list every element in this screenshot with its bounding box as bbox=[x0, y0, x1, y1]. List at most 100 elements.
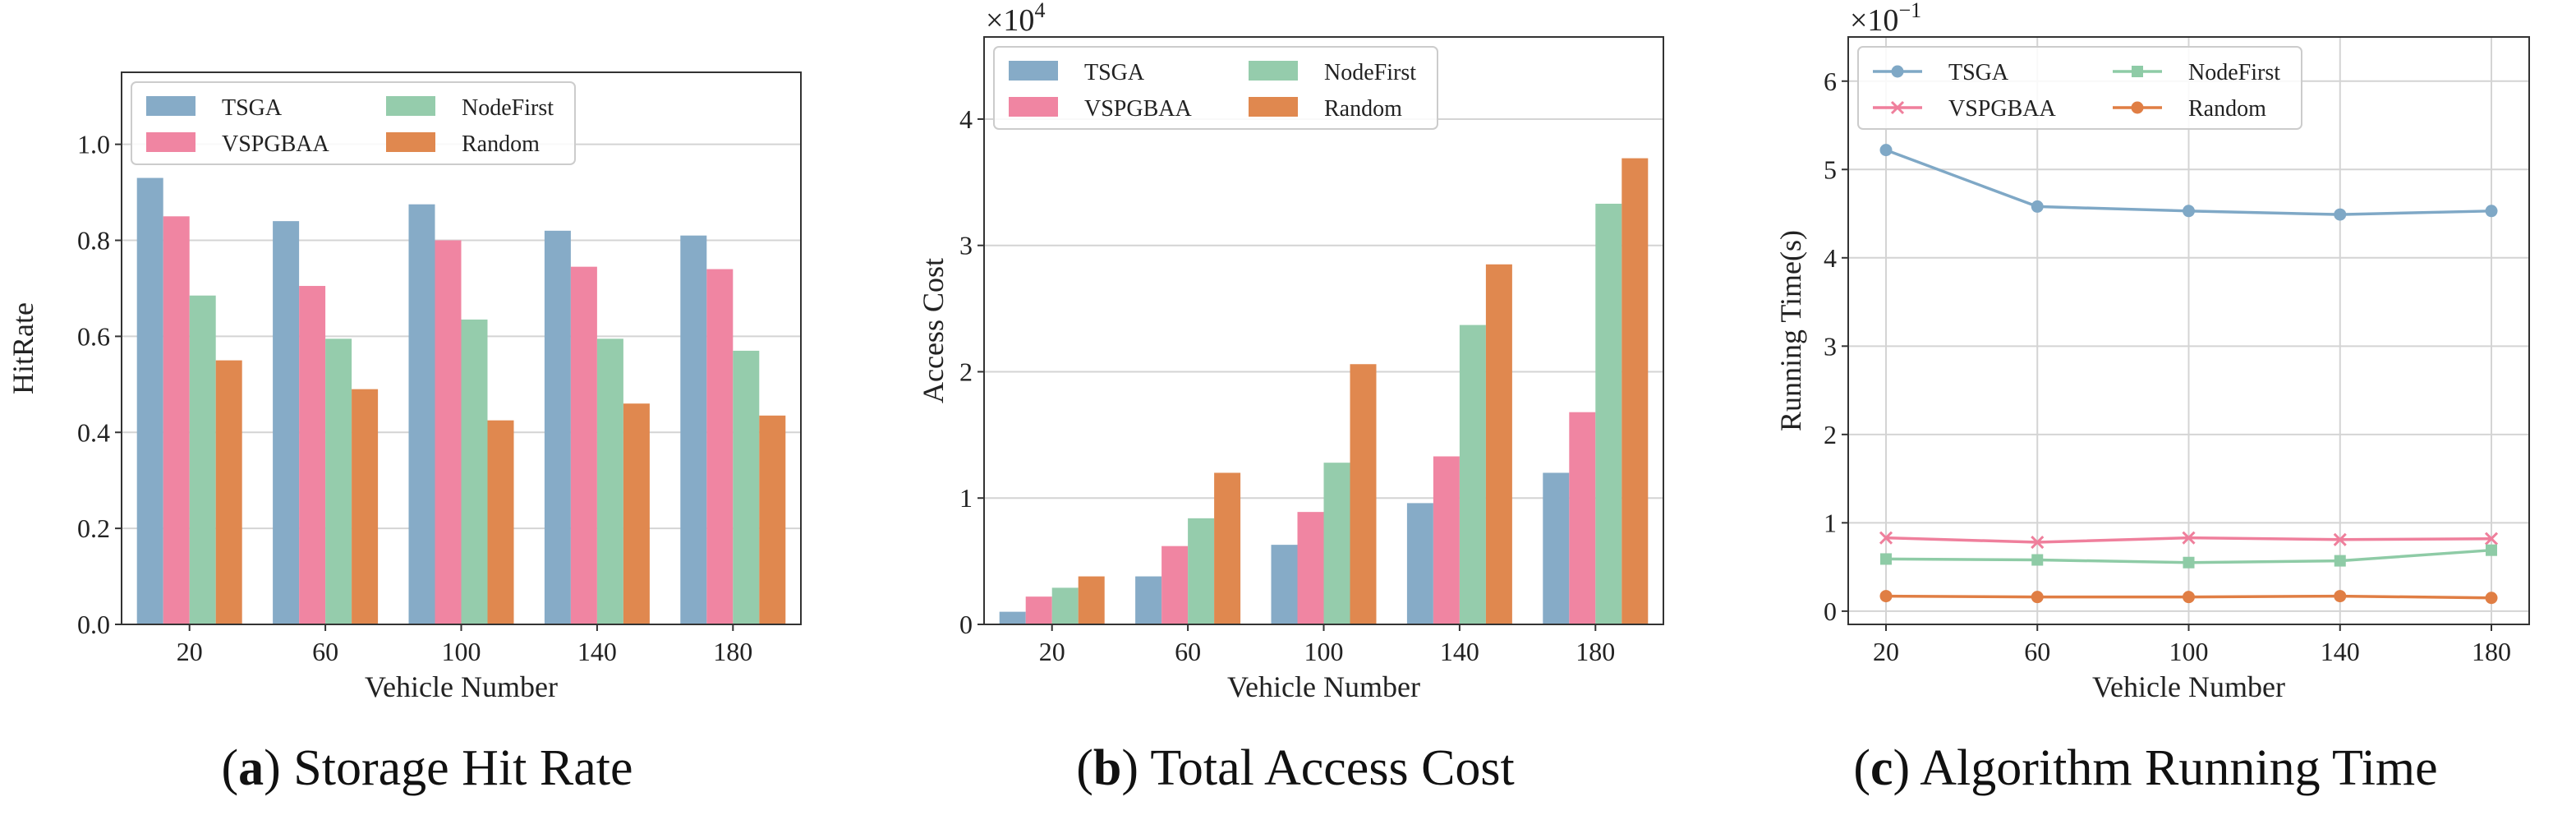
legend-label: Random bbox=[2188, 96, 2266, 122]
x-tick-label: 100 bbox=[442, 637, 481, 666]
x-tick-label: 180 bbox=[2472, 637, 2511, 666]
point-tsga-180 bbox=[2485, 205, 2498, 218]
legend-swatch bbox=[386, 96, 435, 116]
chart-3: 0 1 2 3 4 5 6 20 60 100 140 180 Vehicle Number Runnin… bbox=[1774, 0, 2530, 703]
legend-label: VSPGBAA bbox=[222, 131, 329, 157]
bar-vspgbaa-20 bbox=[1025, 596, 1052, 624]
point-nodefirst-60 bbox=[2031, 554, 2044, 566]
legend-swatch bbox=[146, 96, 196, 116]
bar-vspgbaa-60 bbox=[1162, 546, 1189, 624]
bar-nodefirst-60 bbox=[1188, 518, 1215, 624]
x-axis-label: Vehicle Number bbox=[365, 670, 558, 703]
bar-random-180 bbox=[759, 415, 786, 624]
bar-nodefirst-140 bbox=[1459, 325, 1486, 624]
legend-box bbox=[993, 46, 1438, 130]
bar-tsga-60 bbox=[1135, 576, 1162, 624]
bar-tsga-20 bbox=[136, 177, 163, 624]
point-random-100 bbox=[2183, 591, 2195, 604]
bar-tsga-100 bbox=[408, 204, 435, 624]
y-axis-label: HitRate bbox=[7, 302, 39, 394]
x-tick-label: 60 bbox=[1175, 637, 1201, 666]
plot-frame bbox=[121, 71, 802, 625]
legend-item-tsga: TSGA bbox=[1873, 60, 2009, 85]
legend-swatch bbox=[1249, 61, 1298, 81]
legend-swatch bbox=[1009, 61, 1058, 81]
point-vspgbaa-140 bbox=[2333, 532, 2347, 546]
legend-label: TSGA bbox=[1084, 60, 1145, 85]
bar-nodefirst-140 bbox=[596, 338, 623, 624]
legend: TSGA VSPGBAA NodeFirst Random bbox=[1857, 46, 2302, 130]
y-tick-label: 0.2 bbox=[77, 513, 110, 543]
x-axis-label: Vehicle Number bbox=[2092, 670, 2285, 703]
legend-item-nodefirst: NodeFirst bbox=[386, 95, 554, 121]
point-random-180 bbox=[2485, 592, 2498, 605]
bar-random-100 bbox=[487, 420, 514, 624]
legend-swatch bbox=[146, 132, 196, 152]
y-tick-label: 5 bbox=[1824, 154, 1837, 184]
x-tick-label: 60 bbox=[2024, 637, 2050, 666]
y-tick-label: 3 bbox=[1824, 331, 1837, 361]
legend-item-vspgbaa: VSPGBAA bbox=[1873, 96, 2056, 122]
point-nodefirst-140 bbox=[2334, 555, 2346, 567]
x-tick-label: 140 bbox=[577, 637, 617, 666]
point-tsga-100 bbox=[2183, 205, 2195, 218]
legend-swatch bbox=[386, 132, 435, 152]
point-vspgbaa-100 bbox=[2182, 531, 2196, 545]
y-axis-label: Access Cost bbox=[917, 258, 950, 403]
bar-nodefirst-20 bbox=[1051, 587, 1079, 624]
point-vspgbaa-180 bbox=[2484, 532, 2499, 546]
legend-swatch bbox=[1009, 97, 1058, 117]
legend: TSGA VSPGBAA NodeFirst Random bbox=[131, 81, 576, 165]
point-vspgbaa-20 bbox=[1879, 531, 1893, 545]
bar-nodefirst-180 bbox=[1595, 203, 1622, 624]
x-tick-label: 140 bbox=[1440, 637, 1479, 666]
bar-tsga-180 bbox=[1543, 472, 1570, 624]
point-nodefirst-100 bbox=[2183, 556, 2195, 569]
y-tick-label: 2 bbox=[1824, 420, 1837, 449]
plot-frame bbox=[983, 36, 1664, 625]
y-tick-label: 4 bbox=[959, 104, 973, 134]
legend-label: VSPGBAA bbox=[1948, 96, 2056, 122]
caption-c: (c) Algorithm Running Time bbox=[1853, 740, 2438, 796]
bar-random-180 bbox=[1622, 158, 1649, 624]
bar-vspgbaa-180 bbox=[706, 269, 734, 624]
bar-tsga-180 bbox=[680, 235, 707, 624]
y-tick-label: 1 bbox=[959, 483, 973, 513]
legend-label: NodeFirst bbox=[1324, 60, 1416, 85]
y-tick-label: 0.6 bbox=[77, 321, 110, 351]
bar-vspgbaa-180 bbox=[1569, 412, 1596, 624]
legend-item-nodefirst: NodeFirst bbox=[2113, 60, 2280, 85]
bar-random-140 bbox=[1485, 264, 1512, 624]
x-tick-label: 60 bbox=[312, 637, 338, 666]
point-vspgbaa-60 bbox=[2031, 535, 2045, 550]
y-tick-label: 3 bbox=[959, 231, 973, 260]
y-tick-label: 0.8 bbox=[77, 226, 110, 256]
bar-tsga-140 bbox=[1406, 503, 1433, 624]
axis-multiplier: ×10−1 bbox=[1850, 0, 1921, 38]
bar-nodefirst-100 bbox=[1323, 463, 1350, 624]
bar-random-100 bbox=[1350, 364, 1377, 624]
bar-random-60 bbox=[1214, 472, 1241, 624]
y-tick-label: 0 bbox=[959, 610, 973, 639]
y-tick-label: 0.0 bbox=[77, 610, 110, 639]
bar-random-20 bbox=[1078, 576, 1105, 624]
point-nodefirst-20 bbox=[1880, 553, 1892, 565]
x-axis-label: Vehicle Number bbox=[1227, 670, 1420, 703]
bar-nodefirst-60 bbox=[325, 338, 352, 624]
x-tick-label: 140 bbox=[2321, 637, 2360, 666]
point-nodefirst-180 bbox=[2486, 544, 2497, 556]
y-tick-label: 6 bbox=[1824, 67, 1837, 96]
legend-label: TSGA bbox=[222, 95, 283, 121]
y-axis-label: Running Time(s) bbox=[1774, 230, 1807, 431]
x-tick-label: 20 bbox=[1873, 637, 1899, 666]
bar-vspgbaa-140 bbox=[570, 266, 597, 624]
bar-vspgbaa-100 bbox=[1297, 512, 1324, 624]
bar-tsga-60 bbox=[273, 221, 300, 624]
axis-multiplier: ×104 bbox=[986, 0, 1045, 38]
legend-label: VSPGBAA bbox=[1084, 96, 1192, 122]
legend-swatch bbox=[1249, 97, 1298, 117]
point-tsga-140 bbox=[2334, 208, 2347, 221]
bar-nodefirst-180 bbox=[733, 350, 760, 624]
y-tick-label: 0 bbox=[1824, 596, 1837, 626]
bar-nodefirst-100 bbox=[461, 319, 488, 624]
